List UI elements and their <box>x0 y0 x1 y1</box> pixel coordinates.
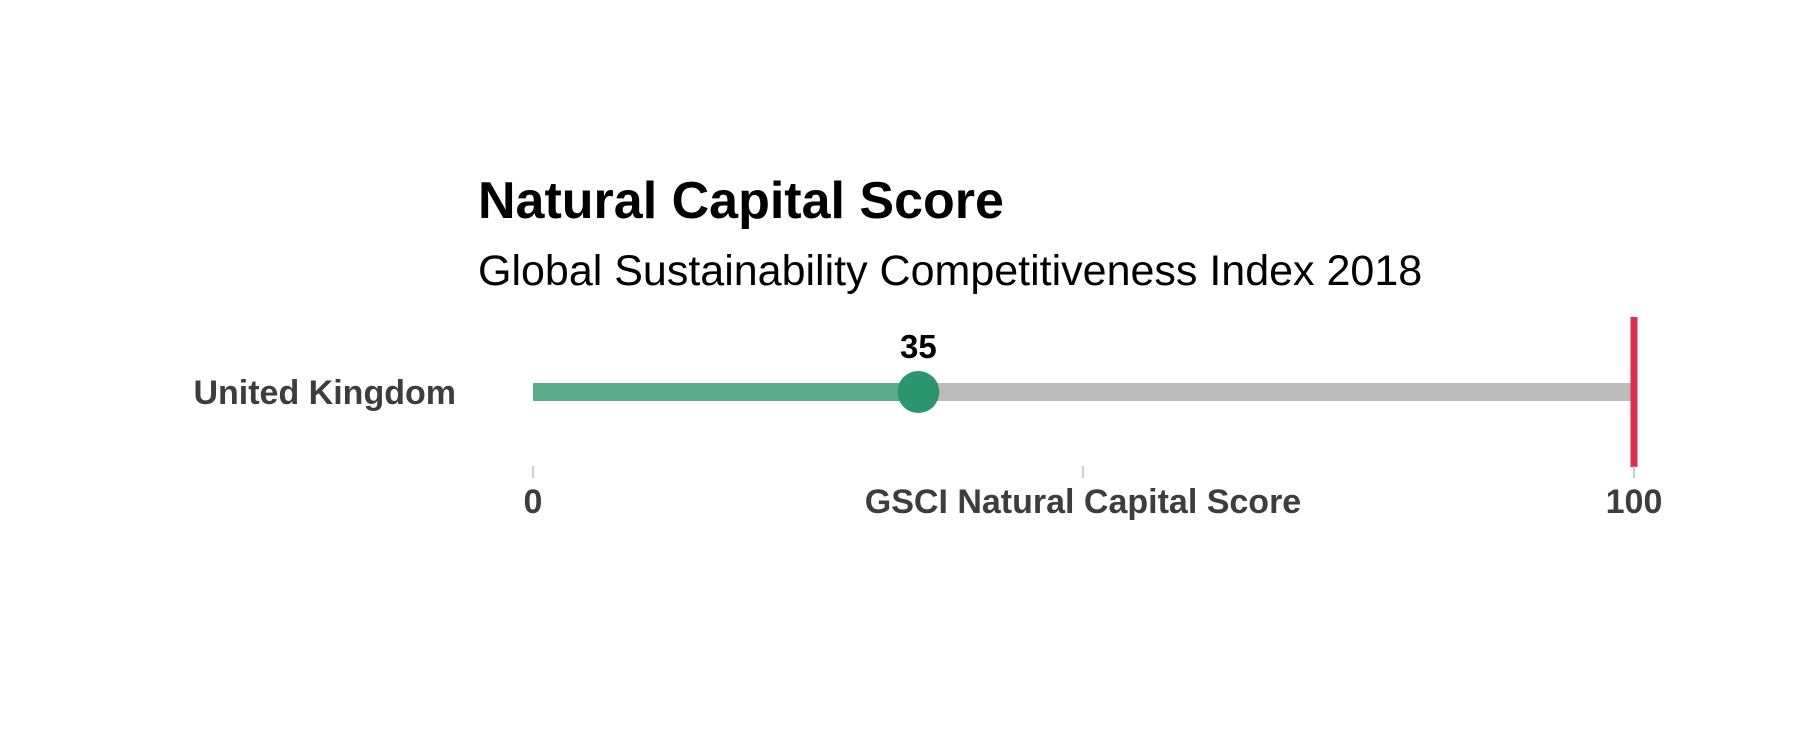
chart-marks: 35 United Kingdom <box>193 317 1638 467</box>
x-tick-label-min: 0 <box>524 483 543 521</box>
value-label: 35 <box>900 328 937 365</box>
reference-line <box>1630 317 1638 467</box>
category-label: United Kingdom <box>193 374 456 412</box>
chart-title: Natural Capital Score <box>478 172 1004 230</box>
bar-fill <box>533 383 919 401</box>
x-tick-label-max: 100 <box>1606 483 1663 521</box>
x-axis-label: GSCI Natural Capital Score <box>865 483 1301 521</box>
chart-subtitle: Global Sustainability Competitiveness In… <box>478 247 1422 295</box>
value-marker <box>897 371 940 413</box>
